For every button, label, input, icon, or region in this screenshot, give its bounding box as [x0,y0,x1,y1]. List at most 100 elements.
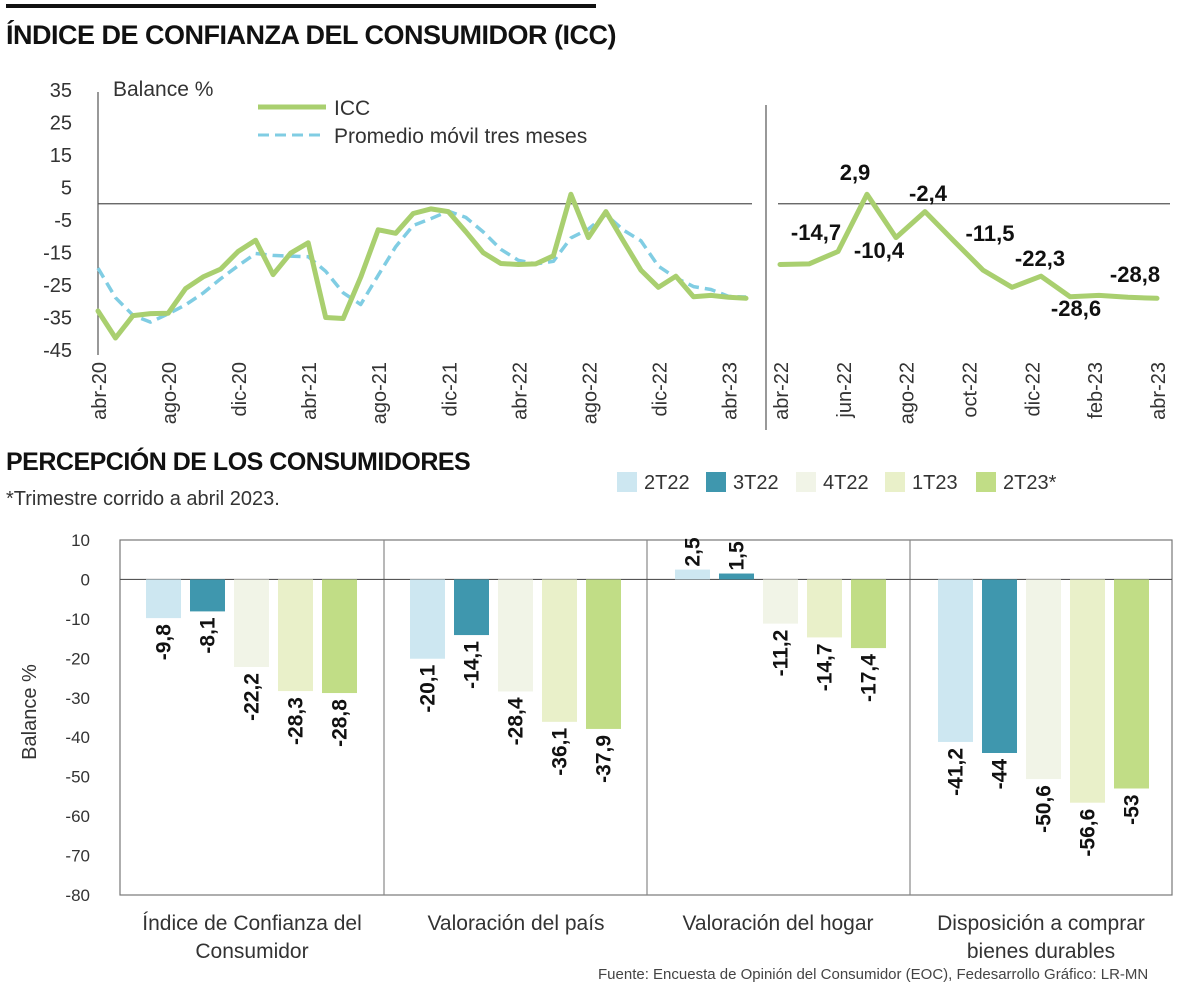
data-label: -41,2 [945,748,968,796]
x-tick-label-zoom: oct-22 [960,362,982,418]
legend-swatch-2T22 [617,472,637,492]
bar-4T22 [498,579,533,692]
x-tick-label-zoom: ago-22 [897,362,919,424]
y-tick-label: -70 [65,847,90,866]
top-rule [6,4,596,8]
legend-swatch-4T22 [796,472,816,492]
bar-3T22 [719,573,754,580]
x-tick-label: dic-20 [229,362,251,416]
category-label: bienes durables [967,940,1115,963]
data-label: -28,8 [329,699,352,747]
data-label-icc: -10,4 [854,238,905,263]
chart-subtitle: *Trimestre corrido a abril 2023. [6,488,280,510]
x-tick-label: ago-21 [369,362,391,424]
series-icc [95,191,749,341]
data-label: 2,5 [682,537,705,567]
plot-frame [119,539,1173,896]
x-tick-label: ago-22 [579,362,601,424]
bar-1T23 [1070,579,1105,803]
data-label: -9,8 [153,624,176,661]
data-label: -56,6 [1077,809,1100,857]
bar-2T23p [322,579,357,694]
data-label: -17,4 [858,654,881,702]
bar-3T22 [982,579,1017,753]
icc-line-chart: 35 25 15 5 -5 -15 -25 -35 -45 Balance % ICC Promedi… [43,78,1170,430]
bar-2T23p [586,579,621,729]
data-label: -14,7 [814,643,837,691]
x-tick-label-zoom: abr-22 [771,362,793,420]
y-tick-label: -35 [43,308,72,330]
y-tick-label: 10 [71,531,90,550]
bar-2T22 [938,579,973,742]
data-label: -50,6 [1033,785,1056,833]
data-label: -8,1 [197,617,220,654]
x-tick-label-zoom: jun-22 [834,362,856,419]
y-tick-label: -5 [54,210,72,232]
bar-4T22 [1026,579,1061,780]
x-tick-label: abr-20 [89,362,111,420]
x-tick-label: dic-21 [439,362,461,416]
bar-1T23 [807,579,842,638]
data-label: -53 [1121,795,1144,825]
x-tick-label: abr-22 [509,362,531,420]
category-label: Valoración del país [427,912,604,935]
series-moving-average [96,209,747,324]
data-label: -28,4 [505,697,528,745]
data-label: 1,5 [726,541,749,571]
category-label: Valoración del hogar [682,912,873,935]
x-tick-label: abr-23 [719,362,741,420]
legend-label-mavg: Promedio móvil tres meses [334,125,587,148]
y-tick-label: -80 [65,886,90,905]
bar-2T23p [1114,579,1149,789]
data-label: -36,1 [549,728,572,776]
data-label-icc: -28,6 [1051,296,1101,321]
legend-label: 2T23* [1003,472,1057,494]
y-tick-label: 35 [50,80,72,102]
legend-label: 4T22 [823,472,869,494]
y-axis-title: Balance % [19,664,41,760]
y-tick-label: -10 [65,610,90,629]
y-tick-label: -45 [43,340,72,362]
data-label: -20,1 [417,664,440,712]
data-label: -14,1 [461,641,484,689]
x-tick-label: dic-22 [649,362,671,416]
y-tick-label: 5 [61,178,72,200]
data-label-icc: 2,9 [840,160,871,185]
bar-3T22 [454,579,489,636]
data-label: -37,9 [593,735,616,783]
y-tick-label: -60 [65,807,90,826]
legend-swatch-2T23p [976,472,996,492]
bar-2T23p [851,579,886,649]
data-label-icc: -22,3 [1015,246,1065,271]
data-label-icc: -2,4 [909,181,948,206]
bar-1T23 [542,579,577,722]
legend-swatch-3T22 [706,472,726,492]
y-tick-label: -25 [43,275,72,297]
bar-4T22 [763,579,798,624]
data-label: -44 [989,759,1012,790]
bar-3T22 [190,579,225,612]
y-tick-label: -20 [65,649,90,668]
legend-swatch-1T23 [885,472,905,492]
legend-label: 3T22 [733,472,779,494]
x-tick-label-zoom: dic-22 [1022,362,1044,416]
chart-title-icc: ÍNDICE DE CONFIANZA DEL CONSUMIDOR (ICC) [6,20,617,50]
y-tick-label: -40 [65,728,90,747]
x-tick-label-zoom: feb-23 [1085,362,1107,419]
data-label: -28,3 [285,697,308,745]
data-label-icc: -14,7 [791,220,841,245]
chart-title-perception: PERCEPCIÓN DE LOS CONSUMIDORES [6,448,471,476]
y-axis-title: Balance % [113,78,213,101]
bar-2T22 [410,579,445,659]
category-label: Índice de Confianza del [142,912,362,935]
data-label: -22,2 [241,673,264,721]
legend-label-icc: ICC [334,97,370,120]
legend-label: 2T22 [644,472,690,494]
legend-label: 1T23 [912,472,958,494]
bar-1T23 [278,579,313,692]
category-label: Disposición a comprar [937,912,1145,935]
data-label: -11,2 [770,630,793,677]
bar-4T22 [234,579,269,668]
x-tick-label: ago-20 [159,362,181,424]
source-note: Fuente: Encuesta de Opinión del Consumid… [598,966,1149,983]
